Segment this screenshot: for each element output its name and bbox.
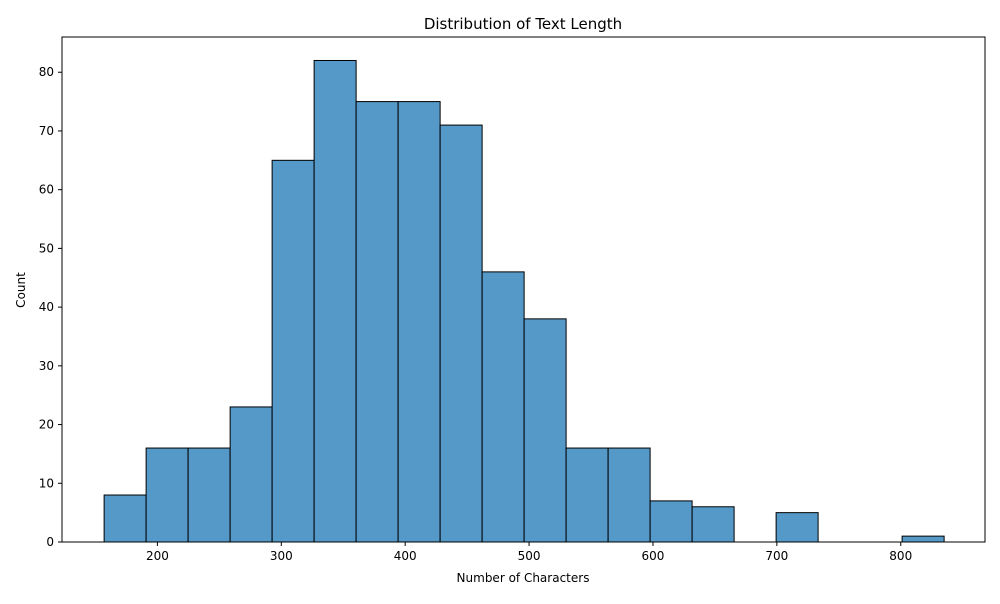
histogram-bar-5 [313,59,357,543]
y-tick-label: 80 [39,65,54,79]
histogram-bar-3 [229,406,273,543]
x-tick-label: 800 [889,549,912,563]
y-axis-label: Count [14,272,28,308]
histogram-bar-11 [565,447,609,543]
histogram-bar-1 [145,447,189,543]
histogram-bar-16 [775,512,819,543]
histogram-bar-14 [691,506,735,543]
x-tick-label: 500 [518,549,541,563]
histogram-bar-9 [481,271,525,543]
histogram-bar-19 [901,535,945,543]
y-tick-label: 50 [39,241,54,255]
y-tick-label: 60 [39,183,54,197]
y-axis-ticks: 0 10 20 30 40 50 60 70 80 [39,65,62,549]
y-tick-label: 0 [46,535,54,549]
histogram-bar-4 [271,159,315,543]
y-tick-label: 30 [39,359,54,373]
histogram-bar-10 [523,318,567,543]
bars-layer [103,59,945,543]
x-tick-label: 700 [765,549,788,563]
y-tick-label: 70 [39,124,54,138]
x-tick-label: 300 [270,549,293,563]
x-tick-label: 200 [146,549,169,563]
histogram-bar-6 [355,101,399,543]
histogram-bar-8 [439,124,483,543]
x-tick-label: 400 [394,549,417,563]
histogram-bar-12 [607,447,651,543]
histogram-bar-2 [187,447,231,543]
plot-frame [61,36,986,543]
x-tick-label: 600 [642,549,665,563]
y-tick-label: 40 [39,300,54,314]
x-axis-label: Number of Characters [457,571,590,585]
histogram-bar-7 [397,101,441,543]
chart-title: Distribution of Text Length [424,15,622,33]
y-tick-label: 10 [39,476,54,490]
histogram-bar-0 [103,494,147,543]
histogram-bar-13 [649,500,693,543]
y-tick-label: 20 [39,418,54,432]
x-axis-ticks: 200 300 400 500 600 700 800 [146,542,912,563]
